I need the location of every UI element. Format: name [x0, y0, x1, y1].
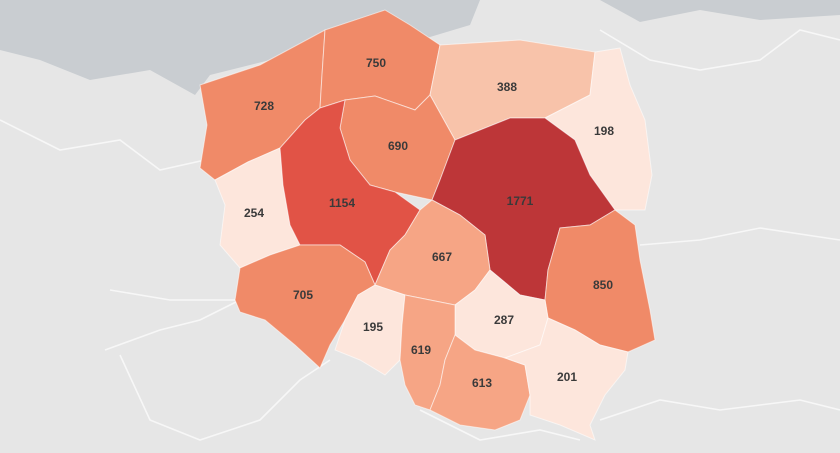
sea-area: [0, 0, 840, 95]
value-label-malopolskie: 613: [472, 376, 492, 390]
region-podkarpackie[interactable]: [503, 317, 629, 441]
value-label-opolskie: 195: [363, 320, 383, 334]
country-border: [599, 29, 840, 71]
value-label-zachodniopomorskie: 728: [254, 99, 274, 113]
value-label-pomorskie: 750: [366, 56, 386, 70]
region-opolskie[interactable]: [334, 284, 406, 376]
value-label-slaskie: 619: [411, 343, 431, 357]
value-label-warminsko-mazurskie: 388: [497, 80, 517, 94]
region-malopolskie[interactable]: [429, 334, 531, 431]
value-label-lubuskie: 254: [244, 206, 264, 220]
value-label-podkarpackie: 201: [557, 370, 577, 384]
value-label-dolnoslaskie: 705: [293, 288, 313, 302]
value-label-kujawsko-pomorskie: 690: [388, 139, 408, 153]
country-border: [419, 409, 581, 441]
value-label-wielkopolskie: 1154: [329, 196, 355, 210]
value-label-swietokrzyskie: 287: [494, 313, 514, 327]
country-border: [639, 227, 840, 246]
value-label-lodzkie: 667: [432, 250, 452, 264]
value-label-podlaskie: 198: [594, 124, 614, 138]
country-border: [119, 354, 331, 441]
country-border: [0, 119, 206, 171]
country-border: [109, 289, 235, 301]
country-border: [599, 399, 840, 421]
value-label-lubelskie: 850: [593, 278, 613, 292]
region-podlaskie[interactable]: [544, 47, 653, 211]
value-label-mazowieckie: 1771: [507, 194, 534, 208]
country-border: [104, 299, 241, 351]
